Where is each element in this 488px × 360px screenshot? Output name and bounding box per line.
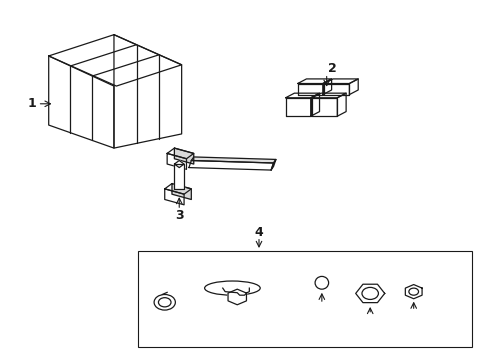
Polygon shape	[285, 98, 310, 116]
Polygon shape	[227, 289, 246, 305]
Polygon shape	[324, 84, 349, 95]
Polygon shape	[164, 189, 183, 205]
Polygon shape	[310, 93, 319, 116]
Polygon shape	[337, 93, 346, 116]
Polygon shape	[167, 153, 186, 169]
Text: 5: 5	[409, 316, 417, 326]
Text: 3: 3	[175, 209, 183, 222]
Polygon shape	[174, 148, 193, 164]
Polygon shape	[405, 284, 421, 299]
Polygon shape	[49, 35, 181, 86]
Text: 1: 1	[27, 97, 36, 110]
Polygon shape	[349, 79, 358, 95]
Polygon shape	[355, 284, 384, 303]
Polygon shape	[311, 98, 337, 116]
Bar	[138, 251, 471, 347]
Text: 2: 2	[327, 62, 336, 75]
Polygon shape	[114, 35, 181, 148]
Polygon shape	[223, 288, 249, 295]
Text: 7: 7	[317, 309, 325, 319]
Polygon shape	[297, 79, 331, 84]
Polygon shape	[172, 184, 191, 199]
Polygon shape	[322, 79, 331, 95]
Polygon shape	[167, 148, 193, 159]
Polygon shape	[270, 159, 275, 170]
Polygon shape	[164, 184, 191, 194]
Polygon shape	[311, 93, 346, 98]
Text: 6: 6	[366, 319, 373, 329]
Ellipse shape	[204, 281, 260, 295]
Polygon shape	[324, 79, 358, 84]
Polygon shape	[188, 161, 273, 170]
Text: 4: 4	[254, 226, 263, 239]
Polygon shape	[174, 161, 183, 168]
Polygon shape	[297, 84, 322, 95]
Polygon shape	[285, 93, 319, 98]
Polygon shape	[49, 56, 114, 148]
Polygon shape	[174, 164, 183, 189]
Polygon shape	[191, 157, 275, 163]
Ellipse shape	[314, 276, 328, 289]
